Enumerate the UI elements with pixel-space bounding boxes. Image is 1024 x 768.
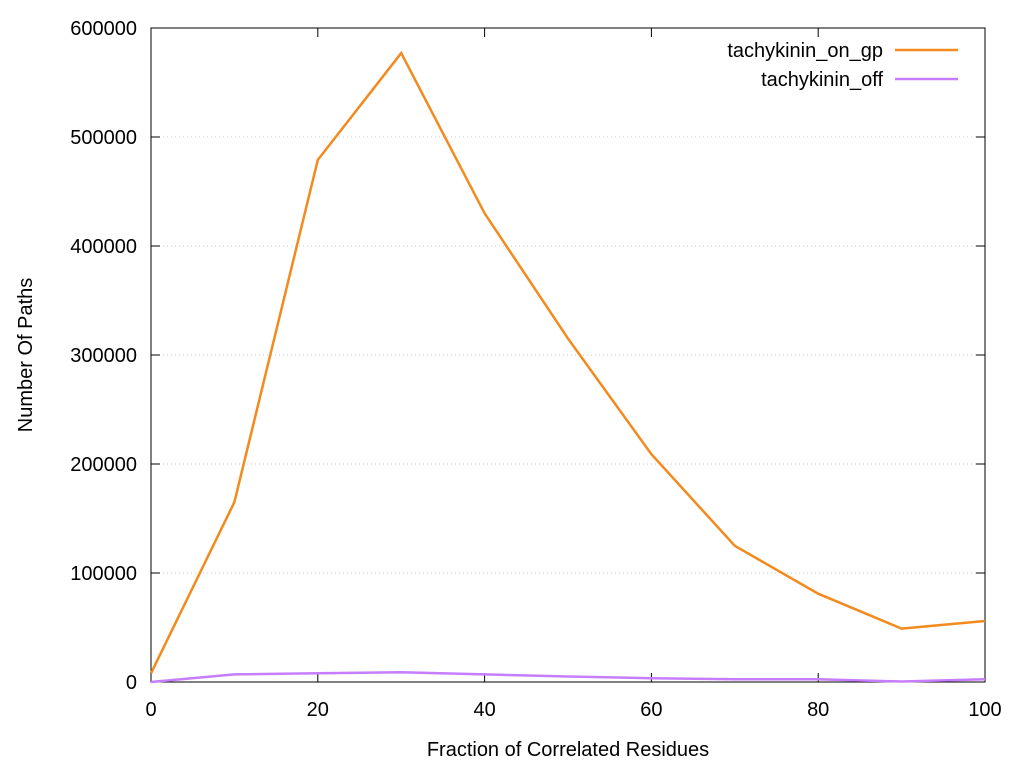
series-layer [149, 50, 986, 684]
axis-ticks: 0 100000 200000 300000 400000 500000 600000 0 20… [70, 18, 1001, 721]
series-line-tachykinin_on_gp [149, 50, 986, 674]
x-tick-label: 60 [640, 699, 662, 721]
y-tick-label: 300000 [70, 345, 137, 367]
y-tick-label: 100000 [70, 563, 137, 585]
y-tick-label: 0 [126, 672, 137, 694]
x-tick-label: 40 [473, 699, 495, 721]
x-tick-label: 20 [307, 699, 329, 721]
series-line-tachykinin_off [150, 670, 986, 684]
x-tick-label: 0 [145, 699, 156, 721]
x-tick-label: 80 [807, 699, 829, 721]
x-axis-title: Fraction of Correlated Residues [427, 739, 709, 761]
x-tick-label: 100 [968, 699, 1001, 721]
y-tick-label: 200000 [70, 454, 137, 476]
y-tick-label: 500000 [70, 127, 137, 149]
grid-lines [151, 136, 985, 574]
y-axis-title: Number Of Paths [15, 278, 37, 433]
y-tick-label: 400000 [70, 236, 137, 258]
y-tick-label: 600000 [70, 18, 137, 40]
legend: tachykinin_on_gp tachykinin_off [727, 40, 958, 91]
legend-label: tachykinin_off [761, 69, 883, 91]
legend-label: tachykinin_on_gp [727, 40, 883, 62]
